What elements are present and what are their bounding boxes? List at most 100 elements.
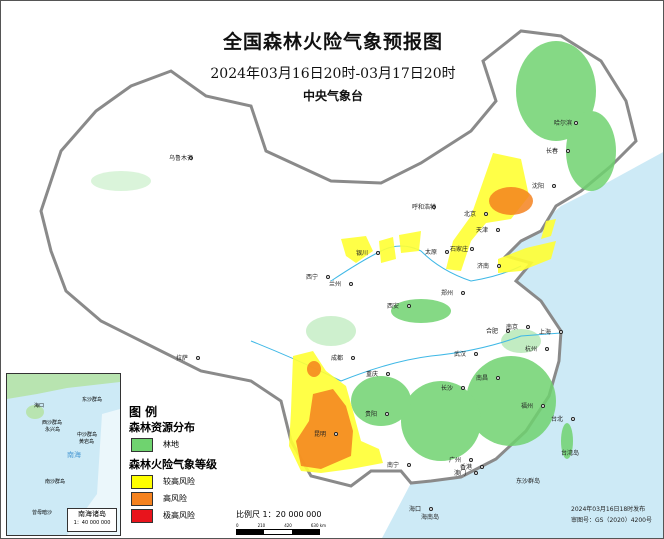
inset-label: 西沙群岛 (42, 420, 63, 426)
issuer: 中央气象台 (302, 89, 363, 103)
city-marker (429, 507, 433, 511)
city-label: 昆明 (314, 431, 326, 438)
city-marker (559, 330, 563, 334)
city-marker (480, 465, 484, 469)
city-label: 贵阳 (365, 410, 377, 418)
legend-swatch (131, 508, 153, 523)
city-label: 海口 (409, 505, 421, 513)
city-label: 银川 (356, 249, 368, 257)
place-label: 东沙群岛 (516, 477, 540, 485)
inset-scale: 1：40 000 000 (73, 520, 111, 526)
city-label: 哈尔滨 (554, 119, 572, 127)
city-marker (541, 404, 545, 408)
city-marker (349, 282, 353, 286)
city-marker (566, 149, 570, 153)
inset-label-huangyan-island: 黄岩岛 (79, 439, 95, 445)
scale-tick: 420 (284, 523, 292, 528)
inset-map (7, 374, 120, 535)
city-label: 重庆 (366, 370, 378, 378)
city-marker (196, 356, 200, 360)
city-marker (407, 304, 411, 308)
city-marker (552, 184, 556, 188)
city-label: 兰州 (329, 280, 341, 288)
city-label: 太原 (425, 248, 437, 256)
city-label: 广州 (449, 456, 461, 464)
scale-label: 比例尺 1：20 000 000 (236, 510, 322, 519)
scale-tick: 210 (257, 523, 266, 528)
forest-cover (91, 41, 616, 461)
legend-risk-heading: 森林火险气象等级 (129, 458, 217, 471)
city-label: 南京 (506, 323, 518, 331)
city-label: 福州 (521, 402, 533, 410)
city-marker (469, 458, 473, 462)
inset-title: 南海诸岛 (78, 510, 106, 518)
risk-high (296, 187, 533, 469)
city-marker (445, 250, 449, 254)
city-label: 南宁 (387, 461, 399, 469)
legend-label: 极高风险 (163, 511, 195, 520)
map-title: 全国森林火险气象预报图 (222, 31, 443, 53)
city-marker (385, 412, 389, 416)
legend-item-elevated-risk: 较高风险 (129, 473, 269, 490)
legend-item-forest: 林地 (129, 436, 269, 453)
city-label: 天津 (476, 227, 488, 234)
scale-bar: 比例尺 1：20 000 000 0 210 420 630 km (236, 509, 326, 535)
publication-info: 2024年03月16日18时发布 审图号：GS（2020）4200号 (571, 504, 652, 526)
city-label: 西安 (387, 302, 399, 310)
city-marker (545, 347, 549, 351)
issued-time: 2024年03月16日18时发布 (571, 506, 646, 513)
legend-item-high-risk: 高风险 (129, 490, 269, 507)
inset-title-box: 南海诸岛 1：40 000 000 (67, 508, 117, 532)
map-approval-number: 审图号：GS（2020）4200号 (571, 517, 652, 524)
city-marker (497, 264, 501, 268)
city-marker (474, 352, 478, 356)
sea (382, 152, 663, 538)
city-marker (496, 228, 500, 232)
scale-graphic (236, 529, 320, 535)
city-label: 拉萨 (176, 354, 188, 362)
legend-swatch (131, 437, 153, 452)
inset-label: 曾母暗沙 (32, 510, 53, 516)
city-label: 澳门 (454, 469, 466, 477)
city-label: 郑州 (441, 289, 453, 297)
city-marker (484, 212, 488, 216)
city-label: 武汉 (454, 350, 466, 358)
city-marker (506, 329, 510, 333)
legend-label: 较高风险 (163, 477, 195, 486)
city-marker (432, 205, 436, 209)
city-marker (334, 432, 338, 436)
city-marker (351, 356, 355, 360)
inset-label: 中沙群岛 (77, 432, 98, 438)
city-label: 乌鲁木齐 (169, 154, 193, 162)
inset-label: 东沙群岛 (82, 397, 103, 403)
legend: 图 例 森林资源分布 林地 森林火险气象等级 较高风险 高风险 极高风险 (129, 404, 269, 524)
city-marker (376, 251, 380, 255)
city-marker (461, 386, 465, 390)
city-label: 南昌 (476, 374, 488, 382)
legend-label: 林地 (163, 440, 179, 449)
city-marker (326, 275, 330, 279)
inset-label-yongxing-island: 永兴岛 (45, 427, 61, 433)
city-label: 呼和浩特 (412, 203, 436, 211)
city-marker (496, 376, 500, 380)
south-china-sea-inset: 南海 南沙群岛 西沙群岛 永兴岛 中沙群岛 黄岩岛 东沙群岛 海口 曾母暗沙 南… (6, 373, 121, 536)
scale-tick: 630 km (310, 523, 326, 528)
city-marker (386, 372, 390, 376)
city-marker (474, 471, 478, 475)
city-label: 长沙 (441, 384, 453, 392)
city-marker (470, 247, 474, 251)
city-marker (574, 121, 578, 125)
city-marker (189, 156, 193, 160)
city-label: 香港 (460, 463, 472, 471)
city-marker (526, 325, 530, 329)
city-label: 西宁 (306, 273, 318, 281)
legend-label: 高风险 (163, 494, 187, 503)
place-label: 海南岛 (421, 513, 439, 521)
city-label: 成都 (331, 354, 343, 362)
city-label: 上海 (539, 328, 551, 336)
legend-swatch (131, 491, 153, 506)
city-marker (461, 291, 465, 295)
